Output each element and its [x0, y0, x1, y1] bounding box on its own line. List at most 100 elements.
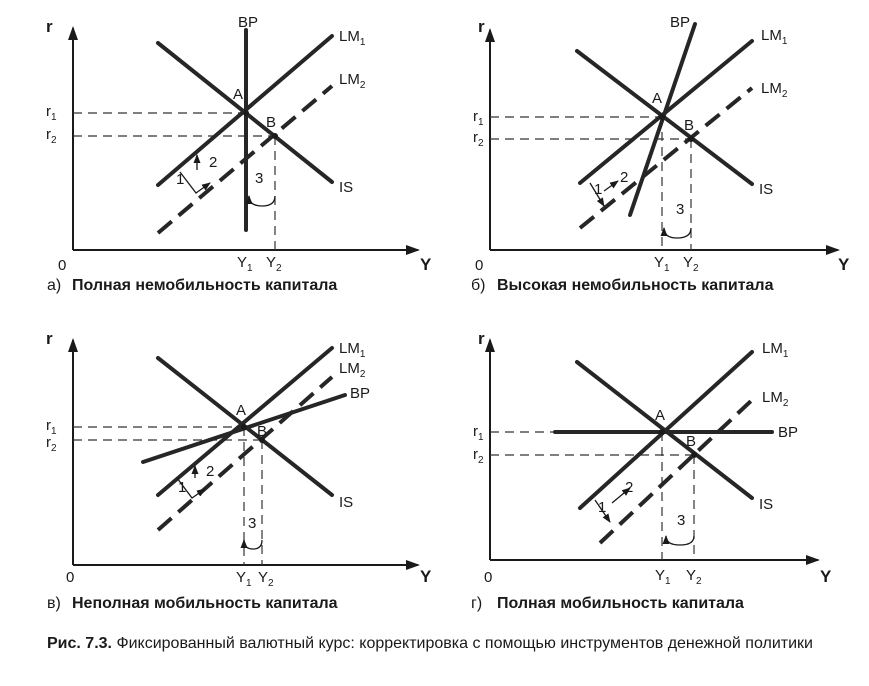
- lm2-curve: [156, 375, 334, 532]
- bp-label: BP: [350, 385, 370, 402]
- shift-arrow-2: [603, 180, 619, 192]
- point-b-marker: [259, 437, 265, 443]
- point-a-label: A: [233, 86, 243, 103]
- shift-arrow-1: [179, 171, 211, 194]
- lm2-label: LM2: [339, 71, 366, 91]
- origin-label: 0: [475, 257, 483, 274]
- point-a-label: A: [652, 90, 662, 107]
- step-2-label: 2: [206, 463, 214, 480]
- bp-label: BP: [670, 14, 690, 31]
- bp-label: BP: [778, 424, 798, 441]
- y2-label: Y2: [258, 569, 274, 589]
- panel-b-letter: б): [471, 277, 486, 294]
- point-a-label: A: [655, 407, 665, 424]
- r1-label: r1: [473, 423, 484, 443]
- step-1-label: 1: [598, 499, 606, 516]
- lm1-curve: [156, 346, 334, 497]
- r1-label: r1: [473, 108, 484, 128]
- lm1-label: LM1: [761, 27, 788, 47]
- shift-arrow-3: [662, 535, 695, 546]
- shift-arrow-3: [240, 539, 263, 550]
- step-2-label: 2: [209, 154, 217, 171]
- x-axis-label: Y: [420, 255, 432, 274]
- shift-arrow-1: [176, 477, 206, 499]
- point-b-marker: [688, 136, 694, 142]
- lm2-curve: [578, 86, 754, 230]
- panel-b-title: Высокая немобильность капитала: [497, 277, 774, 294]
- shift-arrow-3: [660, 227, 692, 239]
- y-axis-label: r: [46, 329, 53, 348]
- step-1-label: 1: [594, 181, 602, 198]
- y2-label: Y2: [686, 567, 702, 587]
- y-axis-label: r: [46, 17, 53, 36]
- step-1-label: 1: [178, 479, 186, 496]
- panel-c: r Y 0 BP LM1 LM2 IS A B r1 r2 Y1 Y2 1 2 …: [46, 329, 432, 612]
- point-b-label: B: [266, 114, 276, 131]
- caption-number: Рис. 7.3.: [47, 635, 112, 652]
- origin-label: 0: [58, 257, 66, 274]
- y1-label: Y1: [654, 254, 670, 274]
- point-b-label: B: [686, 433, 696, 450]
- step-3-label: 3: [677, 512, 685, 529]
- y2-label: Y2: [683, 254, 699, 274]
- lm1-label: LM1: [339, 28, 366, 48]
- x-axis-label: Y: [838, 255, 850, 274]
- r2-label: r2: [46, 126, 57, 146]
- panel-a: r Y 0 BP LM1 LM2 IS A B r1 r2 Y1 Y2 1 2 …: [46, 14, 432, 294]
- y-axis-label: r: [478, 329, 485, 348]
- r2-label: r2: [46, 434, 57, 454]
- step-3-label: 3: [676, 201, 684, 218]
- step-3-label: 3: [255, 170, 263, 187]
- r1-label: r1: [46, 103, 57, 123]
- point-b-marker: [691, 452, 697, 458]
- r2-label: r2: [473, 446, 484, 466]
- lm2-curve: [598, 398, 754, 545]
- is-label: IS: [339, 179, 353, 196]
- point-a-label: A: [236, 402, 246, 419]
- panel-b: r Y 0 BP LM1 LM2 IS A B r1 r2 Y1 Y2 1 2 …: [471, 14, 850, 294]
- x-axis-label: Y: [820, 567, 832, 586]
- panel-d: r Y 0 BP LM1 LM2 IS A B r1 r2 Y1 Y2 1 2 …: [471, 329, 832, 612]
- panel-c-letter: в): [47, 595, 61, 612]
- figure-caption: Рис. 7.3. Фиксированный валютный курс: к…: [47, 634, 837, 654]
- point-a-marker: [659, 114, 665, 120]
- figure-diagram: r Y 0 BP LM1 LM2 IS A B r1 r2 Y1 Y2 1 2 …: [46, 14, 850, 612]
- lm1-label: LM1: [762, 340, 789, 360]
- is-label: IS: [759, 181, 773, 198]
- shift-arrow-1: [594, 499, 611, 523]
- point-b-label: B: [257, 423, 267, 440]
- point-b-label: B: [684, 117, 694, 134]
- step-1-label: 1: [176, 171, 184, 188]
- r1-label: r1: [46, 417, 57, 437]
- is-label: IS: [759, 496, 773, 513]
- origin-label: 0: [66, 569, 74, 586]
- origin-label: 0: [484, 569, 492, 586]
- step-2-label: 2: [625, 479, 633, 496]
- point-a-marker: [659, 429, 665, 435]
- point-a-marker: [241, 424, 247, 430]
- panel-d-title: Полная мобильность капитала: [497, 595, 744, 612]
- panel-a-letter: а): [47, 277, 61, 294]
- y1-label: Y1: [655, 567, 671, 587]
- is-label: IS: [339, 494, 353, 511]
- lm2-label: LM2: [761, 80, 788, 100]
- point-a-marker: [243, 110, 249, 116]
- y1-label: Y1: [237, 254, 253, 274]
- lm2-label: LM2: [339, 360, 366, 380]
- lm1-label: LM1: [339, 340, 366, 360]
- step-3-label: 3: [248, 515, 256, 532]
- shift-arrow-1: [589, 182, 605, 207]
- shift-arrow-3: [245, 195, 276, 207]
- point-b-marker: [272, 133, 278, 139]
- caption-text: Фиксированный валютный курс: корректиров…: [116, 635, 813, 652]
- panel-d-letter: г): [471, 595, 482, 612]
- step-2-label: 2: [620, 169, 628, 186]
- bp-label: BP: [238, 14, 258, 31]
- y1-label: Y1: [236, 569, 252, 589]
- r2-label: r2: [473, 129, 484, 149]
- panel-a-title: Полная немобильность капитала: [72, 277, 337, 294]
- y2-label: Y2: [266, 254, 282, 274]
- panel-c-title: Неполная мобильность капитала: [72, 595, 338, 612]
- y-axis-label: r: [478, 17, 485, 36]
- x-axis-label: Y: [420, 567, 432, 586]
